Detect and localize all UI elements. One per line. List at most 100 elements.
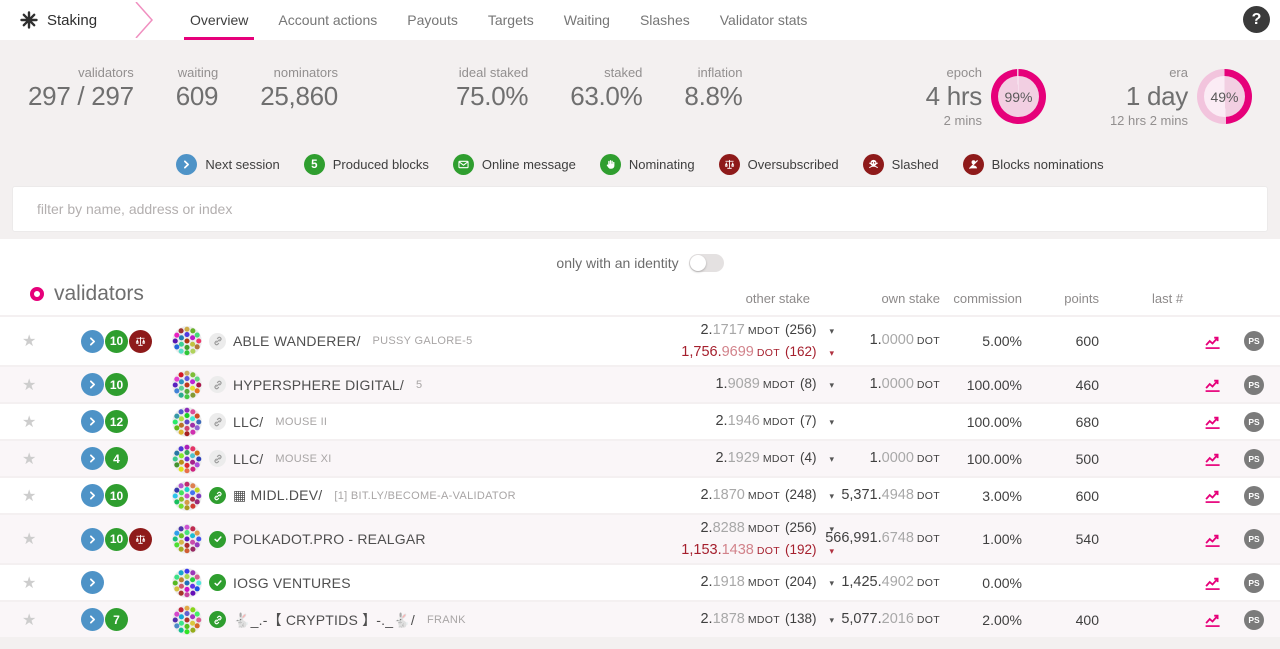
stats-chart-icon[interactable] — [1204, 413, 1221, 430]
favorite-star-icon[interactable]: ★ — [22, 574, 37, 592]
favorite-star-icon[interactable]: ★ — [22, 487, 37, 505]
stat-value: 63.0% — [570, 81, 643, 111]
validators-card: only with an identity validators other s… — [0, 239, 1280, 637]
identicon[interactable] — [172, 604, 202, 635]
tab-payouts[interactable]: Payouts — [407, 12, 458, 28]
nominator-count: (8) — [799, 376, 817, 392]
expander-triangle-icon[interactable]: ▾ — [829, 615, 834, 626]
tab-overview[interactable]: Overview — [175, 0, 263, 40]
identicon[interactable] — [172, 369, 202, 400]
other-stake-cell: 2. 1717 MDOT (256) ▾ 1,756. 9699 DOT (162) ▾ — [600, 319, 840, 364]
stats-chart-icon[interactable] — [1204, 333, 1221, 350]
stat-value: 25,860 — [260, 81, 338, 111]
help-button[interactable]: ? — [1243, 6, 1270, 33]
expander-triangle-icon[interactable]: ▾ — [829, 380, 834, 391]
stake-int: 1. — [869, 375, 882, 392]
filter-input[interactable] — [13, 201, 1267, 217]
address-link-icon[interactable] — [209, 413, 226, 430]
favorite-star-icon[interactable]: ★ — [22, 333, 37, 350]
stake-int: 2. — [715, 413, 728, 430]
address-link-icon[interactable] — [209, 332, 226, 350]
stake-unit: DOT — [916, 452, 940, 465]
favorite-star-icon[interactable]: ★ — [22, 531, 37, 548]
polkastats-badge[interactable]: PS — [1244, 529, 1264, 549]
era-sub: 12 hrs 2 mins — [1109, 113, 1188, 128]
stake-unit: MDOT — [747, 324, 780, 337]
stake-int: 566,991. — [825, 530, 882, 547]
identity-toggle-label: only with an identity — [556, 255, 679, 271]
filter-card — [12, 186, 1268, 232]
identicon[interactable] — [172, 326, 202, 356]
expander-triangle-icon[interactable]: ▾ — [829, 523, 834, 534]
expander-triangle-icon[interactable]: ▾ — [829, 546, 834, 556]
address-link-icon[interactable] — [209, 376, 226, 393]
expander-triangle-icon[interactable]: ▾ — [829, 454, 834, 465]
polkastats-badge[interactable]: PS — [1244, 448, 1264, 469]
stake-int: 1,153. — [681, 542, 722, 558]
validator-name[interactable]: IOSG VENTURES — [233, 574, 351, 591]
address-link-icon[interactable] — [209, 487, 226, 504]
oversubscribed-icon — [718, 154, 740, 175]
stats-chart-icon[interactable] — [1204, 487, 1221, 504]
expander-triangle-icon[interactable]: ▾ — [829, 491, 834, 502]
epoch-timebox: epoch 4 hrs 2 mins 99% — [926, 65, 1046, 128]
identicon[interactable] — [172, 443, 202, 474]
favorite-star-icon[interactable]: ★ — [22, 413, 37, 431]
commission-cell: 1.00% — [982, 531, 1022, 547]
polkastats-badge[interactable]: PS — [1244, 609, 1264, 630]
expander-triangle-icon[interactable]: ▾ — [829, 578, 834, 589]
other-stake-cell: 2. 1918 MDOT (204) ▾ — [600, 571, 840, 593]
legend-label: Produced blocks — [332, 157, 429, 172]
stats-chart-icon[interactable] — [1204, 574, 1221, 591]
era-value: 1 day — [1125, 81, 1188, 111]
address-link-icon[interactable] — [209, 611, 226, 628]
tab-validator-stats[interactable]: Validator stats — [719, 12, 808, 28]
validator-name[interactable]: ABLE WANDERER/ — [233, 333, 361, 349]
expander-triangle-icon[interactable]: ▾ — [829, 325, 834, 336]
stats-chart-icon[interactable] — [1204, 611, 1221, 628]
app-title: Staking — [47, 11, 98, 29]
validator-name-cell: HYPERSPHERE DIGITAL/5 — [172, 369, 600, 400]
table-row: ★ 4 LLC/MOUSE XI 2. 1929 MDOT (4) ▾ 1. 0000 DOT 100… — [0, 439, 1280, 476]
stake-value: 1. 0000 DOT — [840, 332, 940, 349]
identicon[interactable] — [172, 524, 202, 554]
validator-name[interactable]: HYPERSPHERE DIGITAL/ — [233, 376, 405, 393]
stake-dec: 1918 — [712, 574, 745, 591]
stats-chart-icon[interactable] — [1204, 376, 1221, 393]
tab-account-actions[interactable]: Account actions — [278, 12, 378, 28]
stats-chart-icon[interactable] — [1204, 450, 1221, 467]
validator-name[interactable]: POLKADOT.PRO - REALGAR — [233, 531, 426, 547]
validator-name[interactable]: ▦ MIDL.DEV/ — [233, 487, 323, 503]
identity-toggle[interactable] — [688, 254, 724, 272]
expander-triangle-icon[interactable]: ▾ — [829, 348, 834, 358]
polkastats-badge[interactable]: PS — [1244, 374, 1264, 395]
stats-chart-icon[interactable] — [1204, 531, 1221, 548]
identicon[interactable] — [172, 406, 202, 437]
polkastats-badge[interactable]: PS — [1244, 572, 1264, 593]
verified-check-icon[interactable] — [209, 574, 226, 591]
identicon[interactable] — [172, 480, 202, 511]
validator-name[interactable]: 🐇_.-【 CRYPTIDS 】-._🐇/ — [233, 611, 415, 628]
validator-name[interactable]: LLC/ — [233, 450, 264, 467]
polkastats-badge[interactable]: PS — [1244, 485, 1264, 506]
favorite-star-icon[interactable]: ★ — [22, 376, 37, 394]
favorite-star-icon[interactable]: ★ — [22, 611, 37, 629]
row-badges: 10 — [56, 329, 172, 353]
identicon[interactable] — [172, 567, 202, 598]
produced-blocks-badge: 10 — [105, 484, 128, 507]
tab-waiting[interactable]: Waiting — [563, 12, 610, 28]
favorite-star-icon[interactable]: ★ — [22, 450, 37, 468]
verified-check-icon[interactable] — [209, 530, 226, 548]
nominator-count: (256) — [784, 321, 817, 337]
polkastats-badge[interactable]: PS — [1244, 331, 1264, 351]
address-link-icon[interactable] — [209, 450, 226, 467]
validator-name[interactable]: LLC/ — [233, 413, 264, 430]
stake-unit: MDOT — [747, 577, 780, 590]
tab-targets[interactable]: Targets — [487, 12, 534, 28]
tab-slashes[interactable]: Slashes — [639, 12, 690, 28]
expander-triangle-icon[interactable]: ▾ — [829, 417, 834, 428]
last-cell: PS — [1105, 448, 1280, 469]
legend-produced-blocks: 5 Produced blocks — [303, 154, 429, 175]
polkastats-badge[interactable]: PS — [1244, 411, 1264, 432]
produced-blocks-badge: 10 — [105, 527, 128, 551]
